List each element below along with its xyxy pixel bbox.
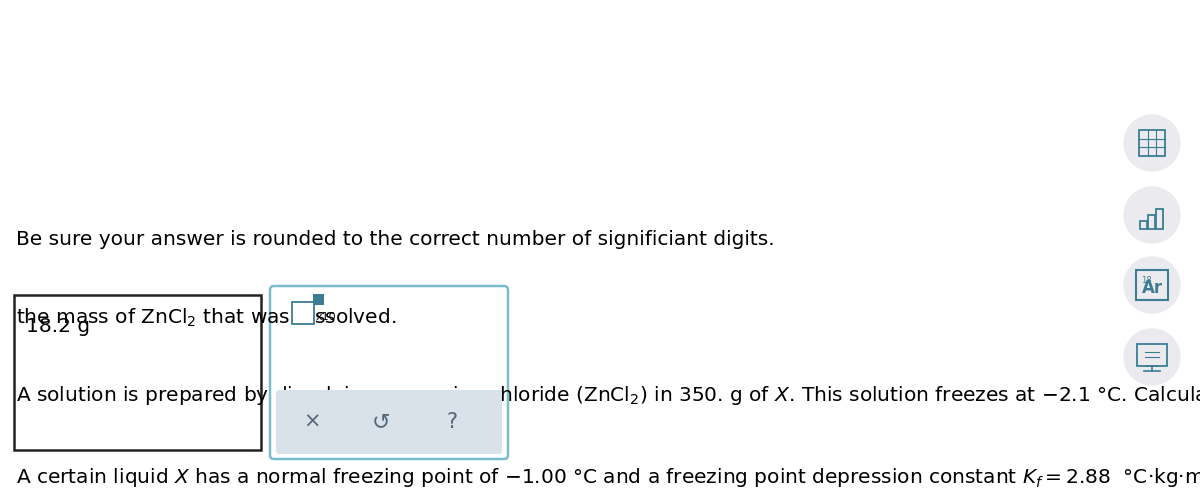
FancyBboxPatch shape — [14, 295, 262, 450]
Text: ↺: ↺ — [372, 412, 390, 432]
Text: 18: 18 — [1141, 276, 1152, 285]
Circle shape — [1124, 257, 1180, 313]
FancyBboxPatch shape — [313, 294, 324, 305]
Text: ?: ? — [446, 412, 457, 432]
Circle shape — [1124, 115, 1180, 171]
Circle shape — [1124, 187, 1180, 243]
Text: A solution is prepared by dissolving some zinc chloride (ZnCl$_2$) in 350. g of : A solution is prepared by dissolving som… — [16, 384, 1200, 407]
Text: the mass of ZnCl$_2$ that was dissolved.: the mass of ZnCl$_2$ that was dissolved. — [16, 307, 396, 329]
FancyBboxPatch shape — [270, 286, 508, 459]
FancyBboxPatch shape — [292, 302, 314, 324]
Text: Ar: Ar — [1141, 279, 1163, 297]
Text: Be sure your answer is rounded to the correct number of significiant digits.: Be sure your answer is rounded to the co… — [16, 230, 774, 249]
Text: x10: x10 — [316, 312, 337, 322]
Text: 18.2 g: 18.2 g — [26, 317, 90, 336]
FancyBboxPatch shape — [276, 390, 502, 454]
Text: A certain liquid $X$ has a normal freezing point of −1.00 °C and a freezing poin: A certain liquid $X$ has a normal freezi… — [16, 464, 1200, 490]
Circle shape — [1124, 329, 1180, 385]
Text: ×: × — [304, 412, 320, 432]
